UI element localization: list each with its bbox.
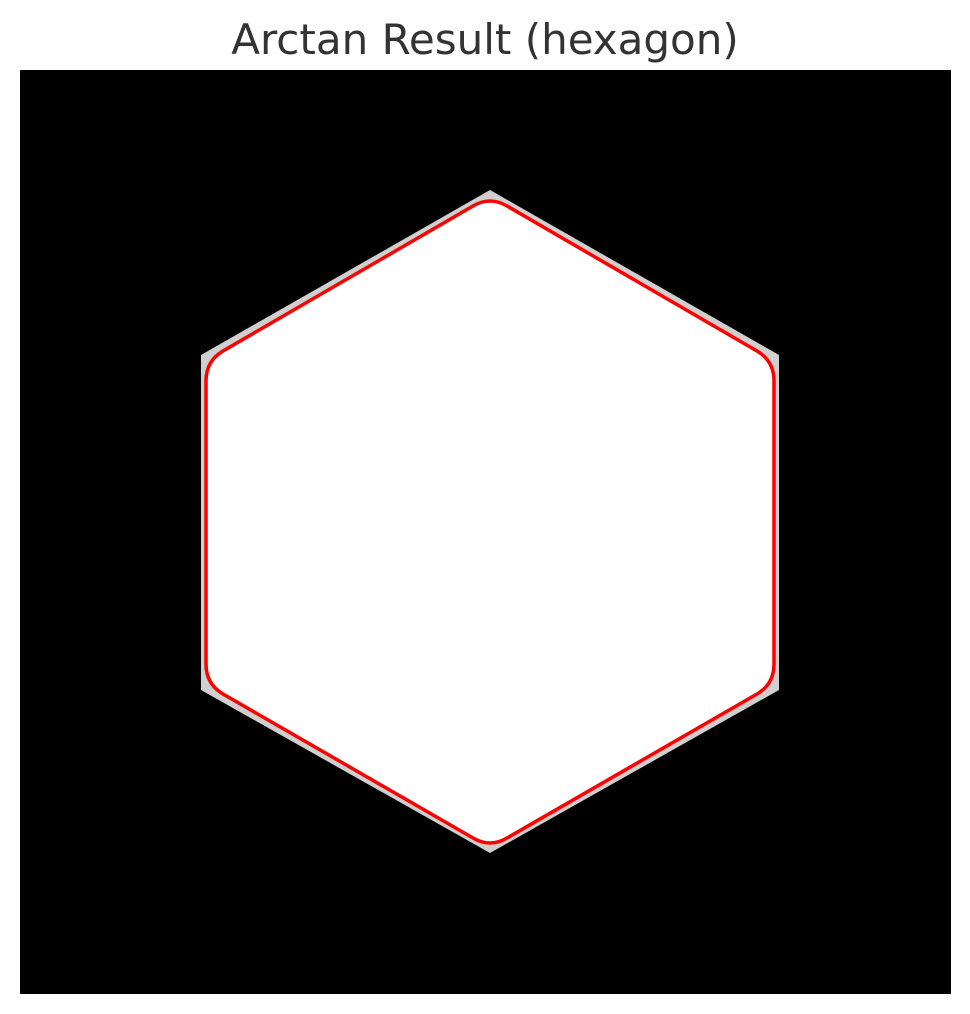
hexagon-contour <box>204 199 776 845</box>
figure-title: Arctan Result (hexagon) <box>231 15 739 64</box>
hexagon-shape <box>206 201 774 843</box>
result-image-svg <box>201 190 779 853</box>
result-image <box>20 70 951 994</box>
